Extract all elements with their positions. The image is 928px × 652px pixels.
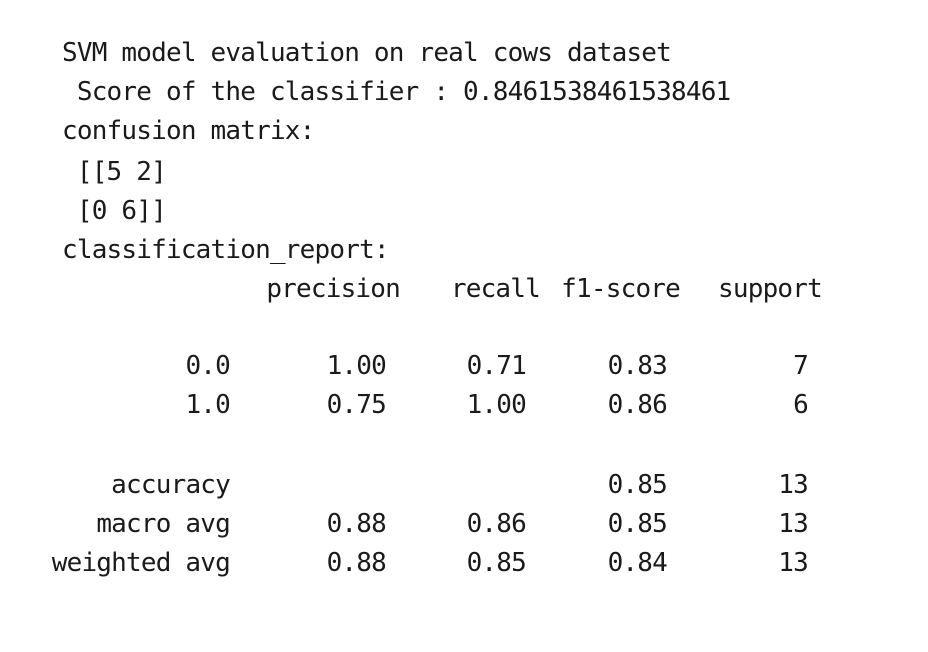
recall-value: 0.71 bbox=[466, 351, 527, 381]
recall-value: 1.00 bbox=[466, 390, 527, 420]
precision-value: 1.00 bbox=[326, 351, 387, 381]
f1-score-value: 0.85 bbox=[607, 509, 668, 539]
confusion-matrix-row-1: [[5 2] bbox=[62, 157, 167, 187]
evaluation-title: SVM model evaluation on real cows datase… bbox=[62, 38, 672, 68]
classifier-score: Score of the classifier : 0.846153846153… bbox=[62, 77, 731, 107]
support-value: 6 bbox=[793, 390, 809, 420]
f1-score-value: 0.85 bbox=[607, 470, 668, 500]
classification-report-label: classification_report: bbox=[62, 235, 390, 265]
row-label: 0.0 bbox=[185, 351, 230, 381]
support-value: 13 bbox=[778, 548, 809, 578]
precision-value: 0.75 bbox=[326, 390, 387, 420]
f1-score-value: 0.86 bbox=[607, 390, 668, 420]
support-value: 13 bbox=[778, 470, 809, 500]
precision-value: 0.88 bbox=[326, 509, 387, 539]
row-label: macro avg bbox=[96, 509, 230, 539]
header-precision: precision bbox=[266, 274, 400, 304]
header-f1-score: f1-score bbox=[561, 274, 681, 304]
row-label: weighted avg bbox=[51, 548, 231, 578]
support-value: 7 bbox=[793, 351, 809, 381]
support-value: 13 bbox=[778, 509, 809, 539]
confusion-matrix-label: confusion matrix: bbox=[62, 116, 315, 146]
header-recall: recall bbox=[450, 274, 541, 304]
row-label: 1.0 bbox=[185, 390, 230, 420]
precision-value: 0.88 bbox=[326, 548, 387, 578]
recall-value: 0.86 bbox=[466, 509, 527, 539]
row-label: accuracy bbox=[111, 470, 231, 500]
header-support: support bbox=[718, 274, 823, 304]
confusion-matrix-row-2: [0 6]] bbox=[62, 196, 167, 226]
f1-score-value: 0.84 bbox=[607, 548, 668, 578]
recall-value: 0.85 bbox=[466, 548, 527, 578]
f1-score-value: 0.83 bbox=[607, 351, 668, 381]
